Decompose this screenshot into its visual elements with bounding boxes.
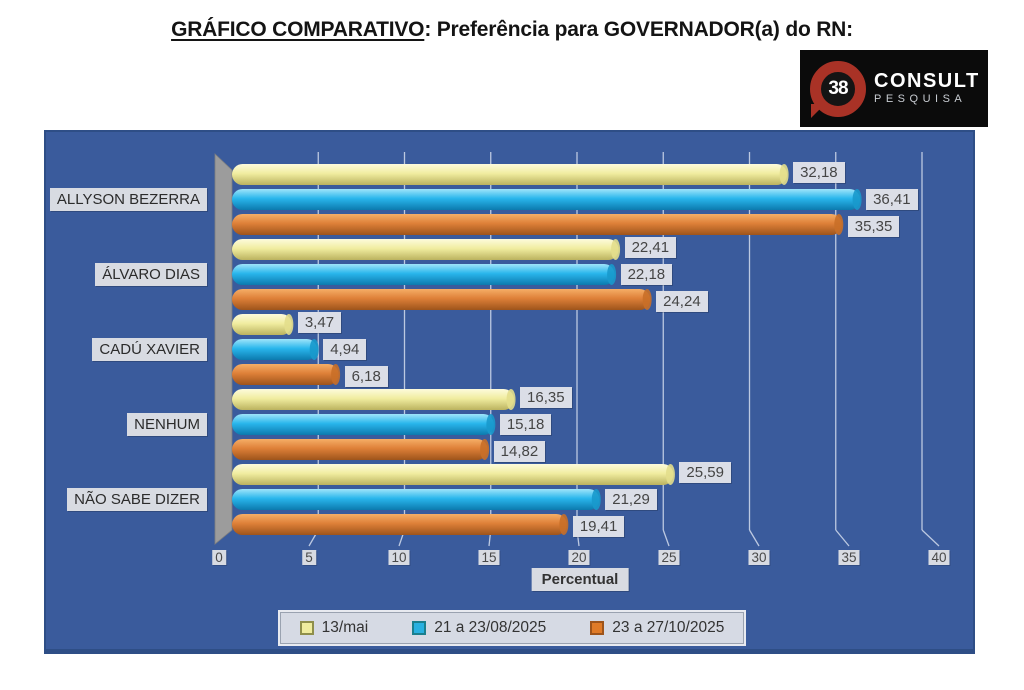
x-tick-label: 30 (748, 550, 770, 565)
value-label: 6,18 (344, 366, 388, 387)
x-axis-title: Percentual (531, 568, 629, 591)
bar-23 a 27/10/2025 (232, 364, 339, 385)
axis-wall (214, 153, 233, 545)
x-tick-label: 15 (478, 550, 500, 565)
legend-swatch-blue-icon (412, 621, 427, 635)
bar-end-cap (834, 214, 844, 235)
logo-38-badge-icon: 38 (810, 60, 866, 118)
bar-end-cap (506, 389, 516, 410)
category-label: NENHUM (127, 413, 207, 436)
value-label: 22,41 (624, 237, 677, 258)
bar-end-cap (611, 239, 621, 260)
x-tick-label: 5 (302, 550, 316, 565)
value-label: 16,35 (520, 387, 572, 408)
speech-bubble-tail-icon (811, 103, 825, 118)
legend-swatch-yellow-icon (299, 621, 314, 635)
bar-21 a 23/08/2025 (232, 414, 494, 435)
legend-item-ago2025: 21 a 23/08/2025 (412, 619, 546, 637)
bar-end-cap (607, 264, 617, 285)
value-label: 4,94 (323, 339, 367, 360)
bar-23 a 27/10/2025 (232, 289, 651, 310)
bar-13/mai (232, 164, 788, 185)
value-label: 3,47 (297, 312, 342, 333)
value-label: 36,41 (866, 189, 918, 210)
gridline-foot (921, 529, 940, 547)
x-tick-label: 25 (658, 550, 680, 565)
category-label: ÁLVARO DIAS (95, 263, 207, 286)
bar-21 a 23/08/2025 (232, 189, 861, 210)
gridline-foot (835, 529, 850, 547)
legend-item-13mai: 13/mai (299, 619, 369, 637)
value-label: 32,18 (793, 162, 845, 183)
page-title: GRÁFICO COMPARATIVO: Preferência para GO… (0, 18, 1024, 42)
bar-21 a 23/08/2025 (232, 264, 615, 285)
logo-text: CONSULT PESQUISA (874, 71, 980, 106)
x-tick-label: 0 (212, 550, 226, 565)
logo-badge-number: 38 (828, 77, 848, 99)
x-tick-label: 40 (928, 550, 950, 565)
comparative-bar-chart: Percentual 13/mai 21 a 23/08/2025 23 a 2… (44, 130, 975, 654)
value-label: 19,41 (572, 516, 625, 537)
value-label: 24,24 (656, 291, 708, 312)
bar-13/mai (232, 389, 515, 410)
legend-label: 23 a 27/10/2025 (612, 619, 725, 636)
x-tick-label: 35 (838, 550, 860, 565)
value-label: 21,29 (605, 489, 657, 510)
bar-end-cap (852, 189, 862, 210)
category-label: ALLYSON BEZERRA (49, 188, 207, 211)
value-label: 35,35 (847, 216, 900, 237)
bar-end-cap (480, 439, 490, 460)
chart-plot-area (214, 152, 940, 547)
x-tick-label: 20 (568, 550, 590, 565)
bar-end-cap (665, 464, 675, 485)
value-label: 15,18 (499, 414, 552, 435)
bar-end-cap (331, 364, 341, 385)
bar-end-cap (486, 414, 496, 435)
bar-end-cap (559, 514, 569, 535)
legend-swatch-orange-icon (590, 621, 605, 635)
bar-21 a 23/08/2025 (232, 489, 600, 510)
bar-end-cap (591, 489, 601, 510)
bar-23 a 27/10/2025 (232, 514, 567, 535)
value-label: 14,82 (493, 441, 546, 462)
bar-23 a 27/10/2025 (232, 214, 842, 235)
title-rest-part: : Preferência para GOVERNADOR(a) do RN: (424, 18, 853, 41)
bar-23 a 27/10/2025 (232, 439, 488, 460)
bar-13/mai (232, 314, 292, 335)
category-label: CADÚ XAVIER (92, 338, 207, 361)
chart-legend: 13/mai 21 a 23/08/2025 23 a 27/10/2025 (278, 610, 746, 646)
x-tick-label: 10 (388, 550, 410, 565)
bar-end-cap (779, 164, 789, 185)
value-label: 25,59 (679, 462, 731, 483)
value-label: 22,18 (620, 264, 673, 285)
logo-pesquisa-text: PESQUISA (874, 93, 967, 106)
bar-end-cap (284, 314, 294, 335)
bar-end-cap (309, 339, 319, 360)
bar-end-cap (642, 289, 652, 310)
bar-13/mai (232, 239, 619, 260)
legend-item-out2025: 23 a 27/10/2025 (590, 619, 724, 637)
bar-13/mai (232, 464, 674, 485)
bar-21 a 23/08/2025 (232, 339, 318, 360)
gridline-foot (748, 529, 760, 547)
logo-consult-text: CONSULT (874, 70, 980, 93)
legend-label: 21 a 23/08/2025 (434, 619, 547, 636)
title-underlined-part: GRÁFICO COMPARATIVO (171, 18, 425, 41)
legend-label: 13/mai (321, 619, 369, 636)
category-label: NÃO SABE DIZER (67, 488, 207, 511)
consult-pesquisa-logo: 38 CONSULT PESQUISA (800, 50, 988, 127)
gridline-foot (662, 529, 670, 547)
